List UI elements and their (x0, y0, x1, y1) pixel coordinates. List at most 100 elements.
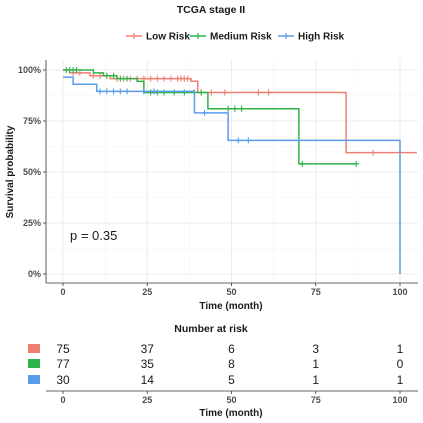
risk-count: 3 (312, 342, 319, 356)
y-axis-title: Survival probability (5, 125, 16, 218)
censor-mark (167, 75, 174, 82)
risk-row-color-key (28, 375, 40, 384)
censor-mark (140, 88, 147, 95)
axes: 0% 25% 50% 75% 100% 0 25 50 75 100 (18, 60, 418, 297)
censor-mark (201, 109, 208, 116)
p-value-annotation: p = 0.35 (70, 228, 117, 243)
risk-count: 37 (141, 342, 155, 356)
y-tick-label: 50% (23, 167, 41, 177)
censor-mark (76, 69, 83, 76)
censor-mark (147, 89, 154, 96)
x-tick-label: 100 (392, 287, 407, 297)
censor-mark (245, 137, 252, 144)
censor-mark (161, 75, 168, 82)
legend-label: High Risk (298, 32, 345, 43)
risk-table: 75 37 6 3 177 35 8 1 030 14 5 1 10 25 50 75 100 (28, 342, 418, 405)
censor-mark (110, 72, 117, 79)
risk-count: 1 (397, 373, 404, 387)
risk-count: 1 (312, 357, 319, 371)
risk-x-tick-label: 75 (311, 395, 321, 405)
censor-mark (265, 89, 272, 96)
series-medium-risk (63, 67, 360, 167)
censor-mark (103, 88, 110, 95)
survival-curves (63, 67, 417, 274)
censor-mark (124, 75, 131, 82)
censor-mark (124, 88, 131, 95)
censor-mark (299, 160, 306, 167)
legend-item-medium-risk: Medium Risk (190, 32, 272, 43)
risk-row-low-risk: 75 37 6 3 1 (28, 342, 404, 356)
km-plot-area: 0% 25% 50% 75% 100% 0 25 50 75 100 (18, 60, 418, 297)
censor-mark (171, 89, 178, 96)
series-high-risk (63, 76, 401, 274)
x-tick-label: 50 (226, 287, 236, 297)
risk-count: 0 (397, 357, 404, 371)
censor-mark (117, 75, 124, 82)
censor-mark (110, 88, 117, 95)
risk-count: 8 (228, 357, 235, 371)
chart-title: TCGA stage II (177, 4, 246, 16)
risk-x-tick-label: 100 (392, 395, 407, 405)
censor-mark (225, 105, 232, 112)
risk-row-medium-risk: 77 35 8 1 0 (28, 357, 404, 371)
y-tick-label: 75% (23, 116, 41, 126)
censor-mark (208, 89, 215, 96)
x-tick-label: 25 (142, 287, 152, 297)
censor-mark (184, 75, 191, 82)
censor-mark (150, 88, 157, 95)
risk-count: 75 (56, 342, 70, 356)
risk-x-tick-label: 50 (226, 395, 236, 405)
risk-x-tick-label: 0 (60, 395, 65, 405)
censor-mark (198, 89, 205, 96)
grid (46, 60, 418, 283)
curve-high-risk (63, 76, 401, 274)
x-tick-label: 0 (60, 287, 65, 297)
risk-count: 5 (228, 373, 235, 387)
risk-count: 1 (397, 342, 404, 356)
censor-mark (238, 105, 245, 112)
censor-mark (235, 137, 242, 144)
censor-mark (255, 89, 262, 96)
risk-row-color-key (28, 344, 40, 353)
risk-count: 14 (141, 373, 155, 387)
x-tick-label: 75 (311, 287, 321, 297)
risk-count: 77 (56, 357, 70, 371)
risk-count: 30 (56, 373, 70, 387)
legend-label: Medium Risk (210, 32, 272, 43)
censor-mark (231, 105, 238, 112)
series-low-risk (63, 69, 417, 156)
censor-mark (103, 72, 110, 79)
censor-mark (147, 75, 154, 82)
censor-mark (73, 67, 80, 73)
censor-mark (353, 160, 360, 167)
censor-mark (90, 72, 97, 79)
y-tick-label: 25% (23, 218, 41, 228)
censor-mark (140, 75, 147, 82)
risk-table-x-axis-title: Time (month) (199, 408, 262, 419)
risk-row-color-key (28, 359, 40, 368)
censor-mark (117, 88, 124, 95)
y-tick-label: 0% (28, 269, 41, 279)
risk-row-high-risk: 30 14 5 1 1 (28, 373, 404, 387)
risk-x-tick-label: 25 (142, 395, 152, 405)
legend: Low Risk Medium Risk High Risk (126, 32, 345, 43)
risk-count: 1 (312, 373, 319, 387)
y-tick-label: 100% (18, 65, 41, 75)
curve-medium-risk (63, 69, 357, 165)
censor-mark (97, 88, 104, 95)
x-axis-title: Time (month) (199, 301, 262, 312)
censor-mark (181, 89, 188, 96)
legend-item-low-risk: Low Risk (126, 32, 190, 43)
censor-mark (370, 149, 377, 156)
censor-mark (161, 89, 168, 96)
censor-mark (97, 72, 104, 79)
legend-item-high-risk: High Risk (278, 32, 345, 43)
risk-count: 6 (228, 342, 235, 356)
censor-mark (221, 89, 228, 96)
risk-count: 35 (141, 357, 155, 371)
censor-mark (154, 89, 161, 96)
risk-table-title: Number at risk (174, 323, 248, 335)
censor-mark (154, 75, 161, 82)
